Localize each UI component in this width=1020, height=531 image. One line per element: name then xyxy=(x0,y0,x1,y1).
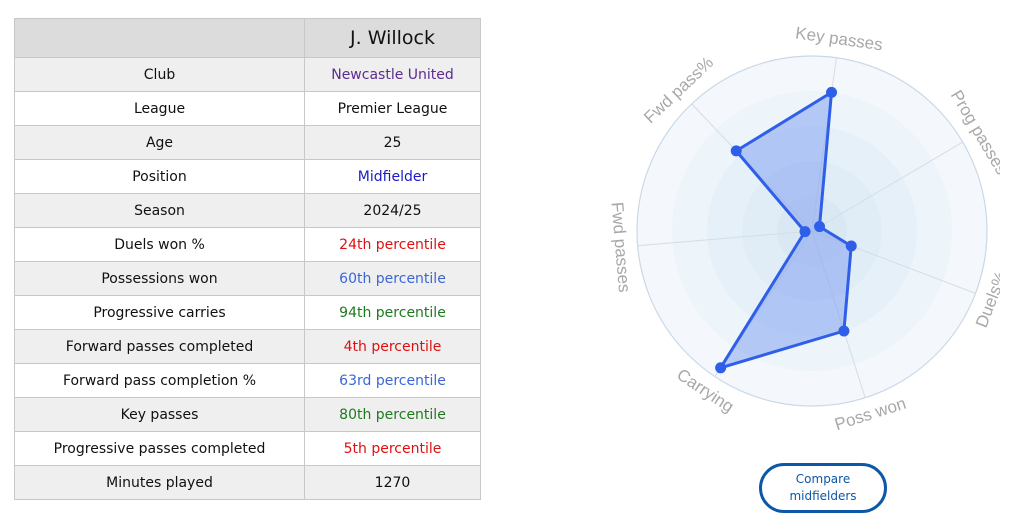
table-row: Club Newcastle United xyxy=(14,57,481,92)
radar-spoke xyxy=(811,230,866,398)
table-row: Season 2024/25 xyxy=(14,193,481,228)
radar-point xyxy=(845,240,857,252)
row-label: Forward pass completion % xyxy=(14,363,305,398)
row-label: Forward passes completed xyxy=(14,329,305,364)
row-value: 4th percentile xyxy=(304,329,481,364)
row-value: 25 xyxy=(304,125,481,160)
radar-series-area xyxy=(719,90,853,370)
table-row: Position Midfielder xyxy=(14,159,481,194)
row-value: 80th percentile xyxy=(304,397,481,432)
radar-axis-label: Fwd passes xyxy=(607,201,634,293)
row-value: Premier League xyxy=(304,91,481,126)
row-label: League xyxy=(14,91,305,126)
row-value: 24th percentile xyxy=(304,227,481,262)
row-label: Progressive carries xyxy=(14,295,305,330)
row-value: 60th percentile xyxy=(304,261,481,296)
table-row: Forward pass completion % 63rd percentile xyxy=(14,363,481,398)
row-label: Possessions won xyxy=(14,261,305,296)
row-value: Newcastle United xyxy=(304,57,481,92)
row-label: Season xyxy=(14,193,305,228)
compare-midfielders-button[interactable]: Compare midfielders xyxy=(759,463,887,513)
table-row: Forward passes completed 4th percentile xyxy=(14,329,481,364)
row-label: Minutes played xyxy=(14,465,305,500)
table-row: Possessions won 60th percentile xyxy=(14,261,481,296)
row-value: 94th percentile xyxy=(304,295,481,330)
table-row: Duels won % 24th percentile xyxy=(14,227,481,262)
player-stats-table: J. Willock Club Newcastle United League Pre… xyxy=(14,18,481,500)
radar-point xyxy=(838,325,850,337)
table-row: Key passes 80th percentile xyxy=(14,397,481,432)
row-label: Duels won % xyxy=(14,227,305,262)
row-value: 63rd percentile xyxy=(304,363,481,398)
header-blank-cell xyxy=(14,18,305,58)
table-row: Minutes played 1270 xyxy=(14,465,481,500)
row-label: Key passes xyxy=(14,397,305,432)
row-value: Midfielder xyxy=(304,159,481,194)
radar-spoke xyxy=(811,141,963,232)
row-label: Club xyxy=(14,57,305,92)
radar-spoke xyxy=(811,57,837,232)
radar-spoke xyxy=(637,230,813,247)
radar-point xyxy=(826,86,838,98)
radar-spoke xyxy=(811,230,976,294)
radar-axis-label: Key passes xyxy=(794,23,884,54)
table-header-row: J. Willock xyxy=(14,18,481,58)
table-row: Progressive carries 94th percentile xyxy=(14,295,481,330)
radar-point xyxy=(814,221,826,233)
table-row: Progressive passes completed 5th percenti… xyxy=(14,431,481,466)
row-label: Progressive passes completed xyxy=(14,431,305,466)
row-value: 1270 xyxy=(304,465,481,500)
radar-point xyxy=(730,145,742,157)
row-label: Age xyxy=(14,125,305,160)
row-value: 2024/25 xyxy=(304,193,481,228)
radar-point xyxy=(799,226,811,238)
player-name: J. Willock xyxy=(304,18,481,58)
table-row: League Premier League xyxy=(14,91,481,126)
row-label: Position xyxy=(14,159,305,194)
row-value: 5th percentile xyxy=(304,431,481,466)
table-row: Age 25 xyxy=(14,125,481,160)
radar-point xyxy=(715,362,727,374)
